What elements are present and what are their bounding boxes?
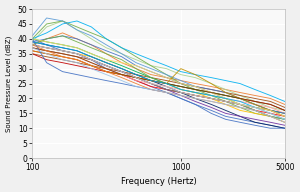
Y-axis label: Sound Pressure Level (dBZ): Sound Pressure Level (dBZ) (6, 35, 12, 132)
X-axis label: Frequency (Hertz): Frequency (Hertz) (121, 177, 196, 186)
